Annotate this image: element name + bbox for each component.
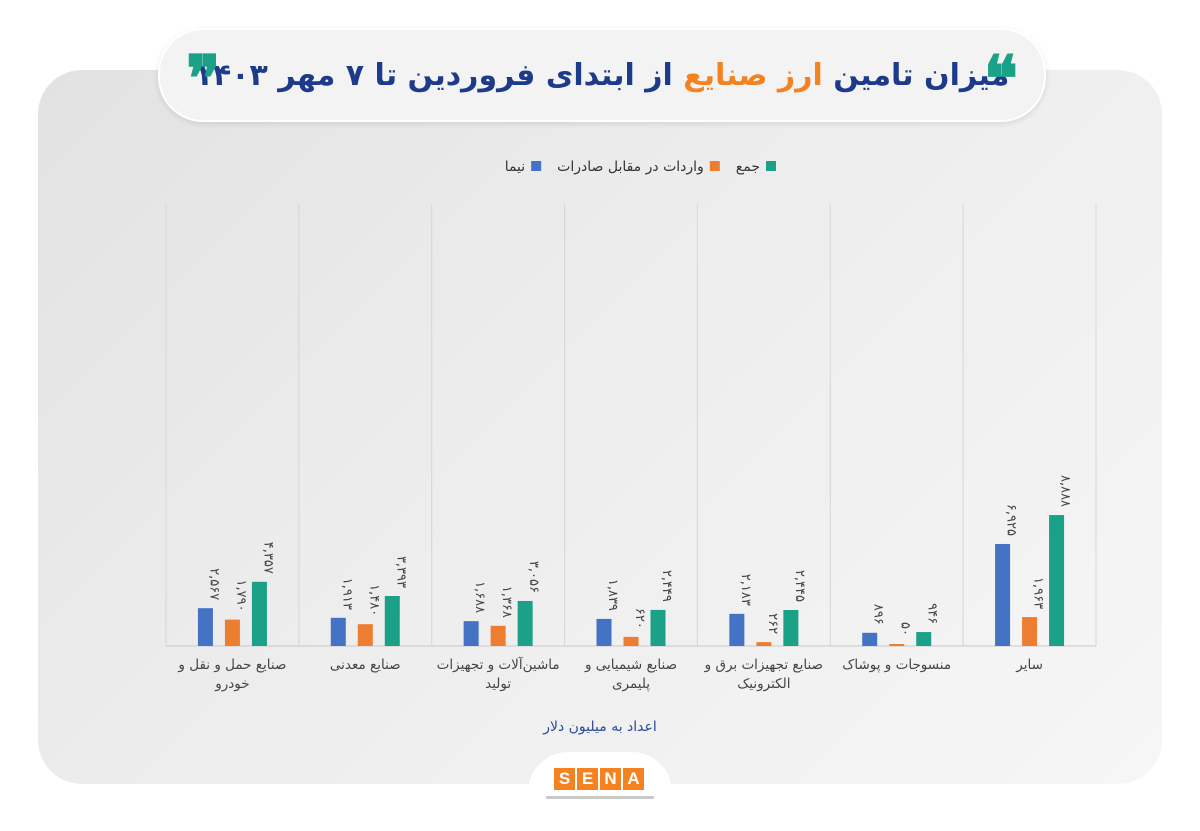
- data-label: ۱,۹۱۳: [339, 578, 354, 610]
- bar: [729, 613, 745, 646]
- data-label: ۶,۹۲۵: [1004, 504, 1019, 536]
- data-label: ۵۰: [898, 622, 913, 636]
- chart-card: [38, 70, 1162, 784]
- data-label: ۴,۳۵۷: [260, 542, 275, 574]
- data-label: ۱,۴۸۰: [366, 584, 381, 616]
- category-label: سایر: [1015, 657, 1043, 673]
- bar: [1049, 515, 1065, 646]
- bar: [862, 632, 878, 646]
- quote-open-icon: ❞: [186, 42, 221, 117]
- bar: [783, 609, 799, 646]
- bar: [756, 642, 772, 646]
- data-label: ۱,۳۶۸: [499, 586, 514, 618]
- bar: [357, 624, 373, 646]
- legend-label: جمع: [736, 159, 760, 175]
- title-banner: ❞ میزان تامین ارز صنایع از ابتدای فروردی…: [158, 28, 1046, 122]
- legend-swatch: [709, 161, 720, 171]
- sena-badge: S E N A: [528, 752, 672, 831]
- bar: [330, 617, 346, 646]
- sena-logo: S E N A: [554, 768, 646, 790]
- data-label: ۲,۵۶۷: [206, 568, 221, 600]
- quote-close-icon: ❝: [983, 42, 1018, 117]
- data-label: ۱,۸۳۹: [605, 579, 620, 611]
- category-label: صنایع معدنی: [330, 657, 401, 673]
- legend-swatch: [531, 161, 542, 171]
- data-label: ۹۴۶: [925, 603, 940, 624]
- logo-letter-n: N: [600, 768, 621, 790]
- category-label: الکترونیک: [737, 676, 790, 692]
- category-label: منسوجات و پوشاک: [842, 657, 951, 673]
- unit-note: اعداد به میلیون دلار: [542, 719, 657, 735]
- bar: [224, 619, 240, 646]
- bar: [517, 600, 533, 646]
- data-label: ۱,۷۹۰: [233, 580, 248, 612]
- title-part-2: از ابتدای فروردین تا ۷ مهر ۱۴۰۳: [194, 57, 673, 93]
- title-highlight: ارز صنایع: [683, 57, 823, 93]
- data-label: ۲,۱۸۳: [738, 574, 753, 606]
- logo-letter-e: E: [577, 768, 598, 790]
- bar: [916, 632, 932, 646]
- bar: [889, 644, 905, 646]
- category-label: صنایع حمل و نقل و: [177, 657, 286, 673]
- category-label: صنایع شیمیایی و: [584, 657, 677, 673]
- bar: [384, 596, 400, 646]
- data-label: ۳,۳۹۳: [393, 556, 408, 588]
- legend-swatch: [766, 161, 776, 171]
- data-label: ۲۶۲: [765, 613, 780, 634]
- data-label: ۸,۸۸۸: [1058, 475, 1073, 507]
- bar: [463, 621, 479, 646]
- bar: [1022, 617, 1038, 646]
- bar: [251, 581, 267, 646]
- data-label: ۲,۴۴۹: [659, 570, 674, 602]
- legend-label: نیما: [505, 159, 525, 175]
- data-label: ۶۲۰: [632, 608, 647, 629]
- category-label: صنایع تجهیزات برق و: [704, 657, 823, 673]
- logo-letter-a: A: [623, 768, 644, 790]
- data-label: ۸۹۶: [871, 604, 886, 625]
- bar: [596, 618, 612, 646]
- logo-tagline-mark: [546, 796, 654, 799]
- logo-letter-s: S: [554, 768, 575, 790]
- bar: [197, 608, 213, 646]
- legend-label: واردات در مقابل صادرات: [557, 159, 704, 175]
- bar: [995, 543, 1011, 646]
- data-label: ۳,۰۵۶: [526, 561, 541, 593]
- bar: [623, 636, 639, 646]
- data-label: ۲,۴۴۵: [792, 570, 807, 602]
- category-label: ماشین‌آلات و تجهیزات: [437, 656, 560, 673]
- category-label: تولید: [485, 676, 511, 692]
- category-label: خودرو: [214, 676, 249, 692]
- category-label: پلیمری: [612, 676, 650, 692]
- data-label: ۱,۹۶۳: [1031, 577, 1046, 609]
- title-part-1: میزان تامین: [833, 57, 1010, 93]
- page-title: میزان تامین ارز صنایع از ابتدای فروردین …: [195, 58, 1010, 93]
- bar: [650, 609, 666, 646]
- bar: [490, 625, 506, 646]
- data-label: ۱,۶۸۸: [472, 581, 487, 613]
